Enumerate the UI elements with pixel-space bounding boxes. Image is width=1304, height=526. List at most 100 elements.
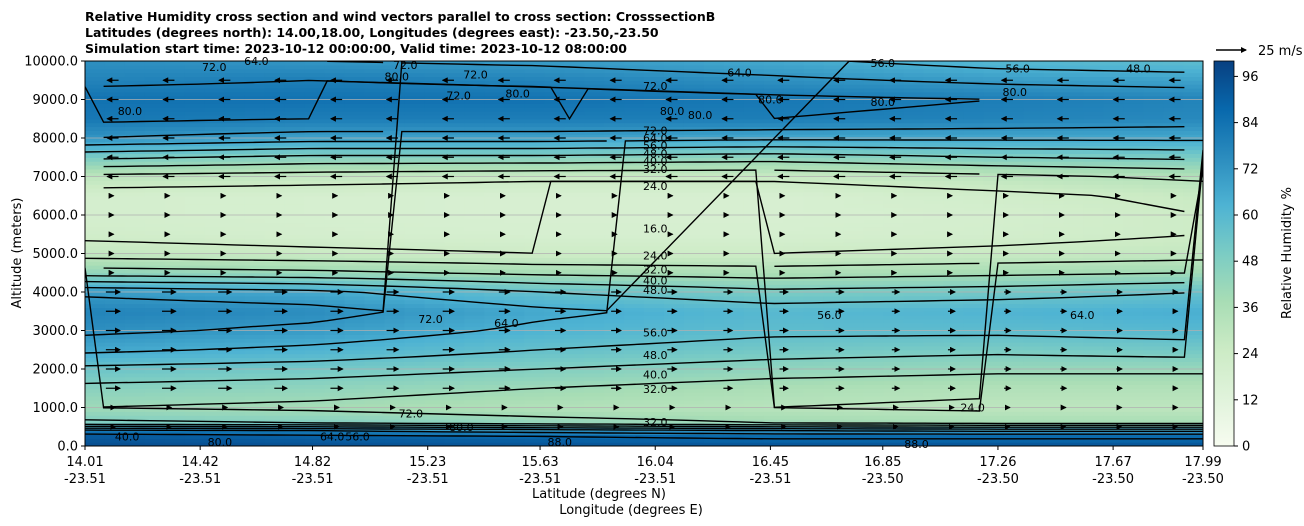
rh-cell xyxy=(1063,376,1084,382)
rh-cell xyxy=(104,226,126,231)
rh-cell xyxy=(763,199,785,205)
rh-cell xyxy=(963,322,984,328)
rh-cell xyxy=(444,91,465,97)
rh-cell xyxy=(783,188,805,193)
rh-cell xyxy=(843,330,865,335)
rh-cell xyxy=(843,118,865,124)
rh-cell xyxy=(843,218,865,224)
rh-cell xyxy=(224,176,246,181)
rh-cell xyxy=(983,199,1004,205)
rh-cell xyxy=(624,326,645,332)
rh-cell xyxy=(144,392,166,397)
rh-cell xyxy=(983,357,1004,362)
rh-cell xyxy=(823,268,845,274)
rh-cell xyxy=(364,157,386,162)
rh-cell xyxy=(1043,411,1064,416)
rh-cell xyxy=(364,126,386,131)
rh-cell xyxy=(524,403,545,409)
rh-cell xyxy=(903,64,925,70)
rh-cell xyxy=(803,288,825,293)
rh-cell xyxy=(624,422,645,428)
rh-cell xyxy=(544,141,565,147)
rh-cell xyxy=(863,222,885,228)
rh-cell xyxy=(1063,118,1084,124)
rh-cell xyxy=(364,330,386,335)
rh-cell xyxy=(1043,434,1064,439)
rh-cell xyxy=(683,230,705,235)
rh-cell xyxy=(284,118,306,124)
rh-cell xyxy=(1023,157,1044,162)
rh-cell xyxy=(124,234,146,239)
rh-cell xyxy=(304,407,326,412)
rh-cell xyxy=(224,369,246,374)
rh-cell xyxy=(823,203,845,208)
rh-cell xyxy=(564,211,585,216)
rh-cell xyxy=(783,276,805,282)
rh-cell xyxy=(264,234,286,239)
rh-cell xyxy=(144,411,166,416)
rh-cell xyxy=(144,168,166,174)
rh-cell xyxy=(244,292,266,297)
rh-cell xyxy=(584,407,605,412)
rh-cell xyxy=(544,372,565,378)
rh-cell xyxy=(883,326,905,332)
rh-cell xyxy=(244,157,266,162)
rh-cell xyxy=(404,207,425,212)
rh-cell xyxy=(983,430,1004,436)
rh-cell xyxy=(863,326,885,332)
rh-cell xyxy=(963,419,984,424)
rh-cell xyxy=(644,442,665,446)
rh-cell xyxy=(803,338,825,343)
rh-cell xyxy=(264,430,286,436)
rh-cell xyxy=(644,107,665,112)
rh-cell xyxy=(903,107,925,112)
rh-cell xyxy=(364,195,386,201)
rh-cell xyxy=(304,388,326,393)
rh-cell xyxy=(803,99,825,104)
rh-cell xyxy=(1003,345,1024,351)
rh-cell xyxy=(624,103,645,108)
rh-cell xyxy=(863,234,885,239)
rh-cell xyxy=(783,241,805,247)
rh-cell xyxy=(524,438,545,443)
rh-cell xyxy=(444,103,465,108)
rh-cell xyxy=(524,265,545,270)
rh-cell xyxy=(743,276,765,282)
rh-cell xyxy=(803,257,825,262)
rh-cell xyxy=(983,326,1004,332)
rh-cell xyxy=(923,111,945,116)
rh-cell xyxy=(863,176,885,181)
rh-cell xyxy=(803,322,825,328)
rh-cell xyxy=(284,87,306,93)
rh-cell xyxy=(584,122,605,128)
rh-cell xyxy=(124,430,146,436)
rh-cell xyxy=(544,345,565,351)
rh-cell xyxy=(624,338,645,343)
rh-cell xyxy=(863,315,885,320)
rh-cell xyxy=(544,353,565,359)
rh-cell xyxy=(1043,430,1064,436)
rh-cell xyxy=(404,338,425,343)
rh-cell xyxy=(703,334,725,339)
rh-cell xyxy=(624,107,645,112)
rh-cell xyxy=(184,234,206,239)
rh-cell xyxy=(264,345,286,351)
rh-cell xyxy=(663,84,685,89)
rh-cell xyxy=(344,107,366,112)
rh-cell xyxy=(344,241,366,247)
rh-cell xyxy=(544,222,565,228)
rh-cell xyxy=(1023,395,1044,401)
rh-cell xyxy=(404,180,425,185)
rh-cell xyxy=(404,172,425,178)
rh-cell xyxy=(863,141,885,147)
rh-cell xyxy=(923,184,945,189)
rh-cell xyxy=(164,411,186,416)
rh-cell xyxy=(564,361,585,366)
rh-cell xyxy=(444,403,465,409)
rh-cell xyxy=(424,438,445,443)
rh-cell xyxy=(983,303,1004,308)
rh-cell xyxy=(324,272,346,278)
rh-cell xyxy=(803,107,825,112)
rh-cell xyxy=(304,80,326,85)
rh-cell xyxy=(584,326,605,332)
